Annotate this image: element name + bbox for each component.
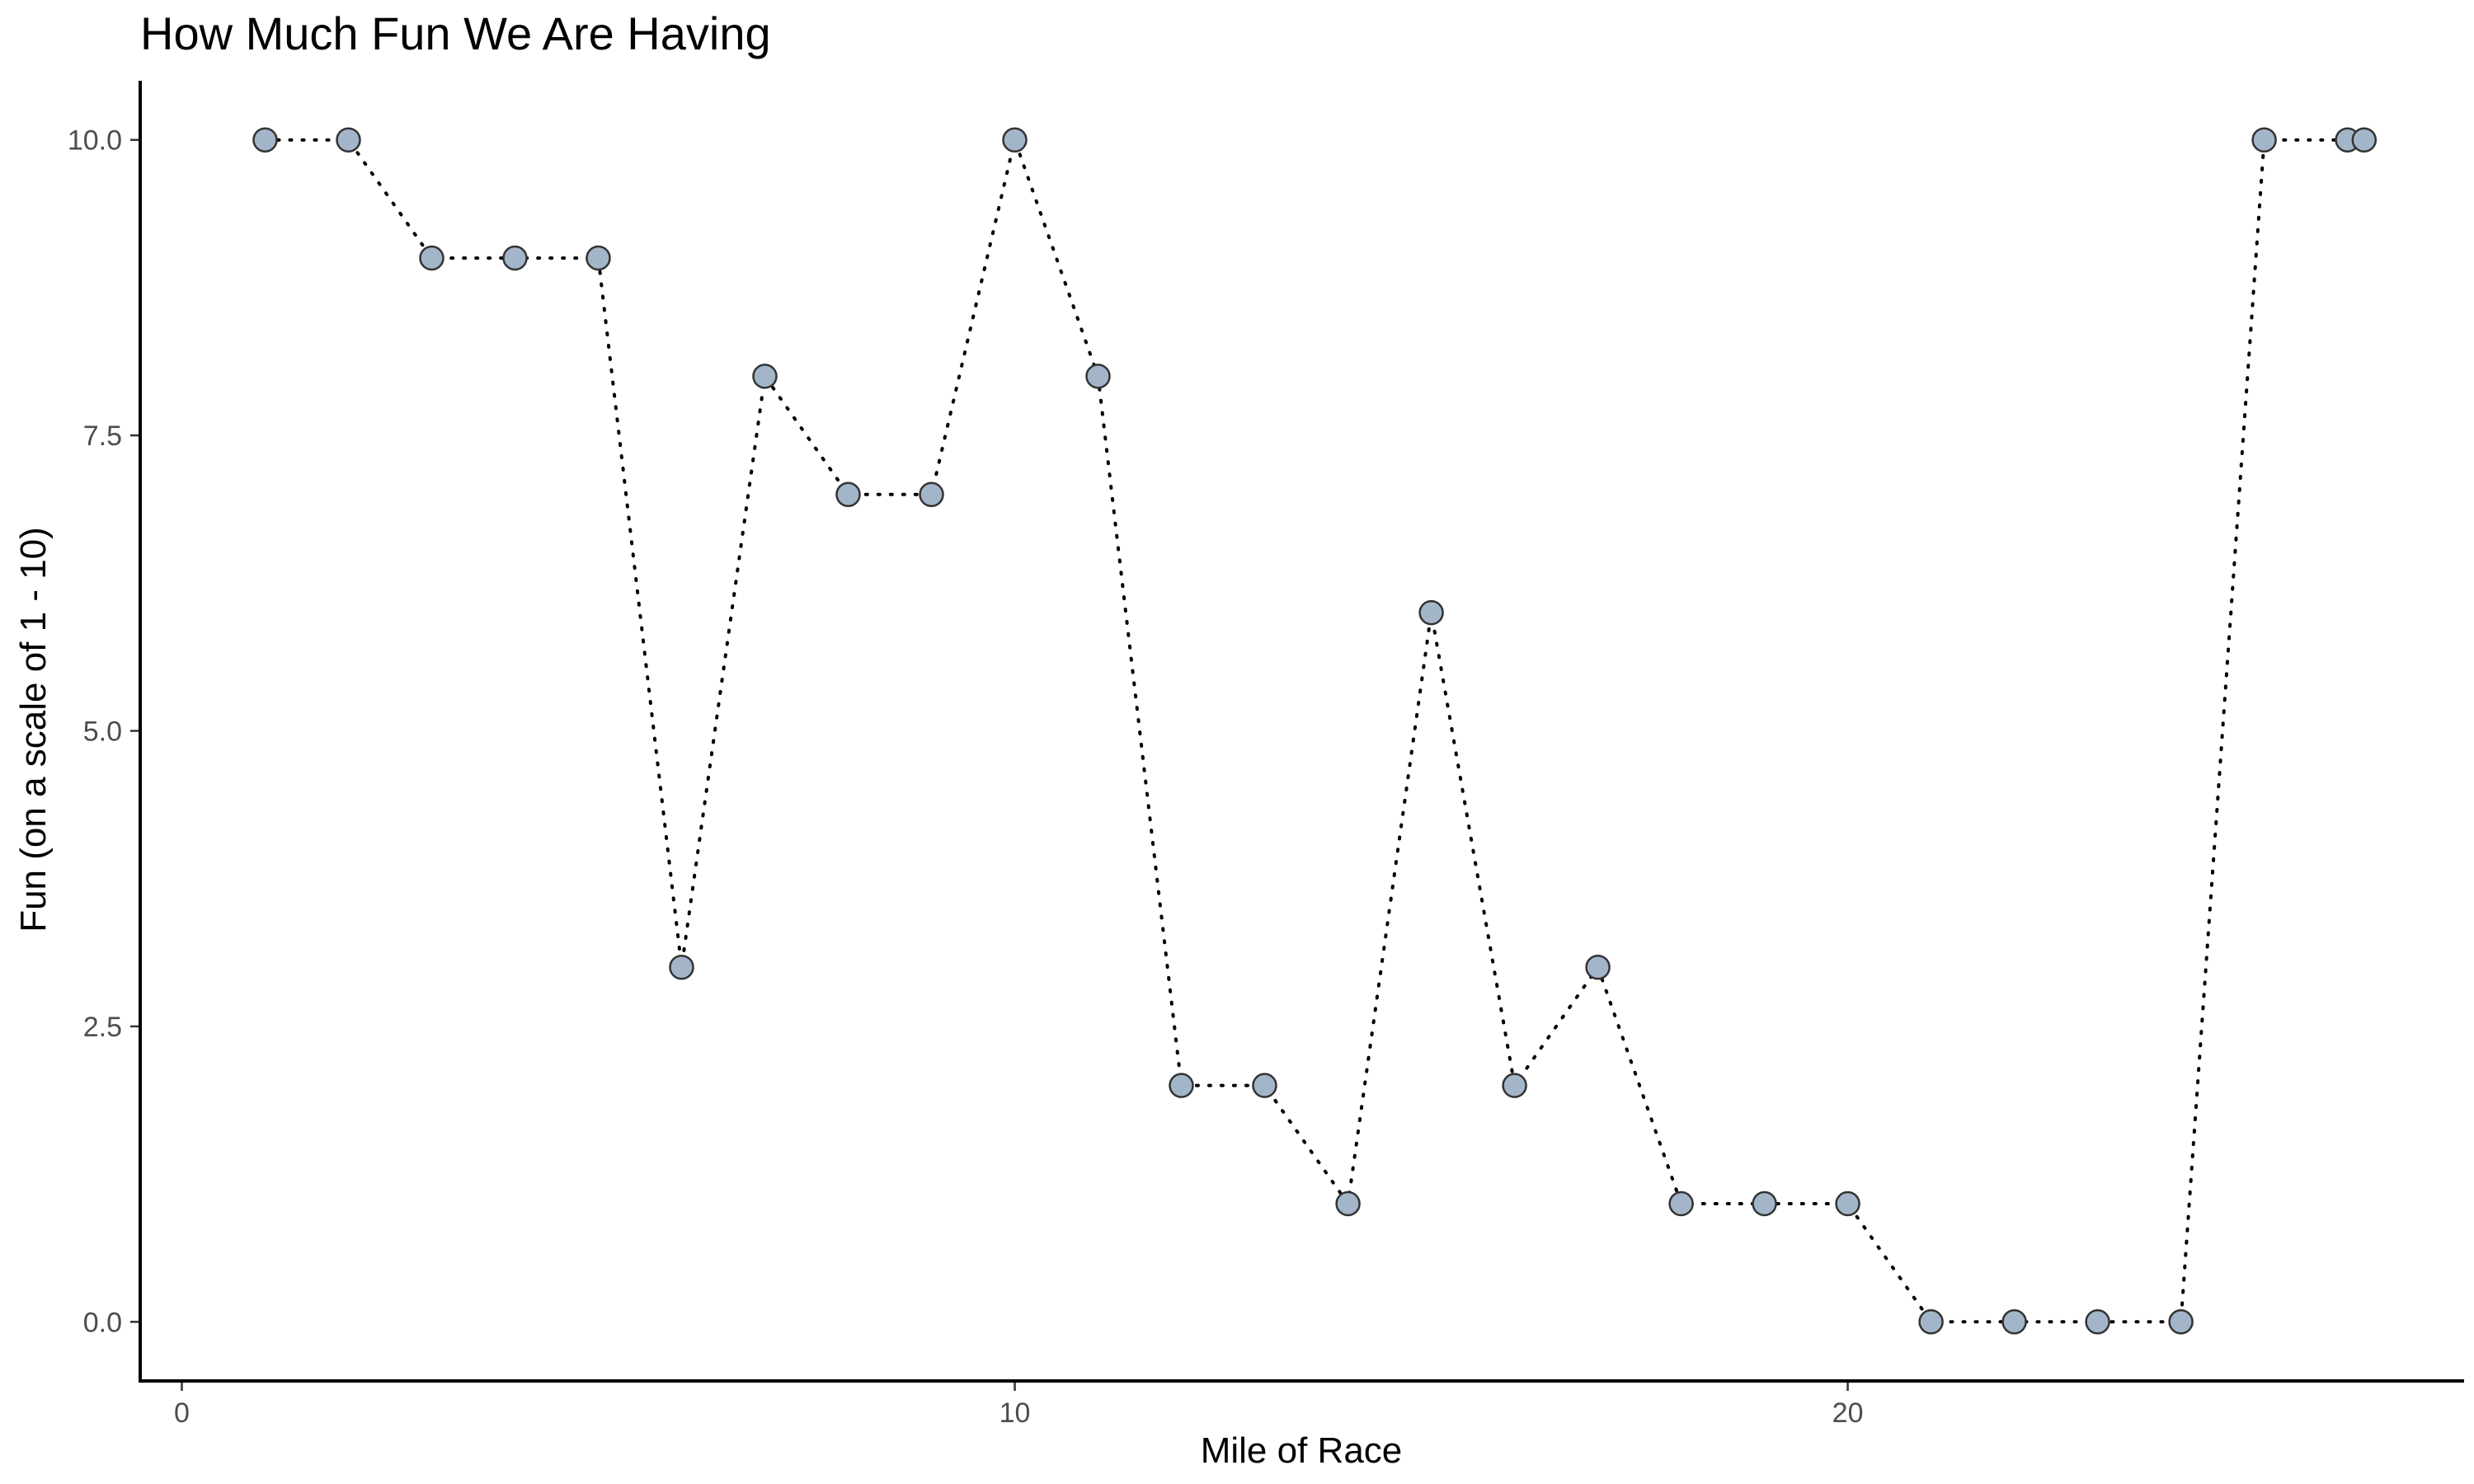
x-tick-label: 20 [1832, 1397, 1864, 1429]
data-point [1252, 1073, 1277, 1098]
y-axis-title: Fun (on a scale of 1 - 10) [13, 527, 54, 932]
chart-title: How Much Fun We Are Having [140, 7, 771, 59]
data-point [835, 481, 861, 508]
data-point [1418, 599, 1444, 626]
data-point [919, 481, 944, 508]
y-tick-label: 0.0 [83, 1307, 122, 1338]
data-point [1085, 364, 1111, 389]
data-point [2251, 127, 2277, 153]
data-point [2085, 1309, 2110, 1335]
y-tick-label: 10.0 [68, 125, 122, 157]
data-point [669, 954, 694, 980]
data-point [1835, 1190, 1860, 1217]
data-point [2001, 1309, 2027, 1335]
data-point [1585, 954, 1611, 980]
data-point [2351, 127, 2378, 153]
x-tick-label: 0 [174, 1397, 190, 1429]
data-point [252, 127, 278, 153]
y-tick-label: 5.0 [83, 716, 122, 748]
data-point [752, 364, 778, 389]
x-tick-label: 10 [999, 1397, 1031, 1429]
y-tick-label: 7.5 [83, 420, 122, 452]
data-point [502, 245, 528, 271]
data-point [1502, 1073, 1527, 1098]
data-points [252, 127, 2378, 1335]
data-point [1169, 1073, 1194, 1098]
data-point [1752, 1190, 1777, 1217]
y-axis-ticks: 0.0 2.5 5.0 7.5 10.0 [68, 125, 140, 1338]
data-point [419, 245, 444, 271]
data-point [1002, 127, 1028, 153]
data-point [586, 245, 611, 271]
data-point [1335, 1190, 1361, 1217]
data-point [1668, 1190, 1694, 1217]
data-point [336, 127, 361, 153]
x-axis-title: Mile of Race [1201, 1430, 1403, 1471]
y-tick-label: 2.5 [83, 1012, 122, 1043]
data-point [2168, 1309, 2194, 1335]
data-point [1918, 1309, 1944, 1335]
